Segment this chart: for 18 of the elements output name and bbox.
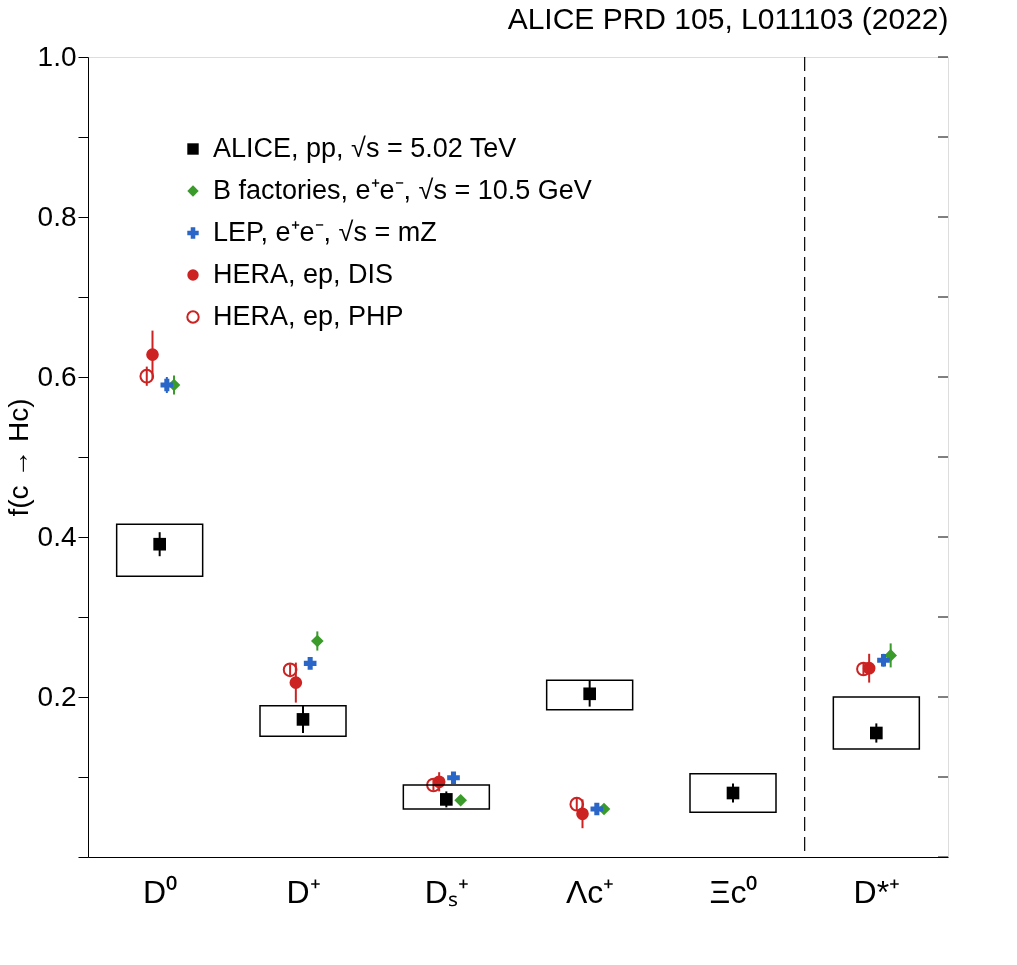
- y-tick-label: 0.2: [37, 680, 77, 712]
- legend-label: LEP, e⁺e⁻, √s = mZ: [213, 217, 437, 247]
- legend-label: HERA, ep, PHP: [213, 301, 404, 331]
- y-tick-label: 0.8: [37, 200, 77, 232]
- x-tick-label: Λc⁺: [565, 873, 615, 910]
- x-tick-label: D*⁺: [853, 873, 901, 910]
- y-tick-label: 0.6: [37, 360, 77, 392]
- x-tick-label: Dₛ⁺: [424, 873, 469, 910]
- y-tick-label: 1.0: [37, 40, 77, 72]
- chart-title: ALICE PRD 105, L011103 (2022): [507, 2, 949, 35]
- legend-label: ALICE, pp, √s = 5.02 TeV: [213, 133, 517, 163]
- legend-label: B factories, e⁺e⁻, √s = 10.5 GeV: [213, 175, 592, 205]
- y-tick-label: 0.4: [37, 520, 77, 552]
- x-tick-label: D⁰: [143, 873, 178, 910]
- x-tick-label: Ξc⁰: [709, 873, 758, 910]
- y-axis-title: f(c → Hc): [2, 398, 34, 517]
- legend-label: HERA, ep, DIS: [213, 259, 394, 289]
- x-tick-label: D⁺: [286, 873, 321, 910]
